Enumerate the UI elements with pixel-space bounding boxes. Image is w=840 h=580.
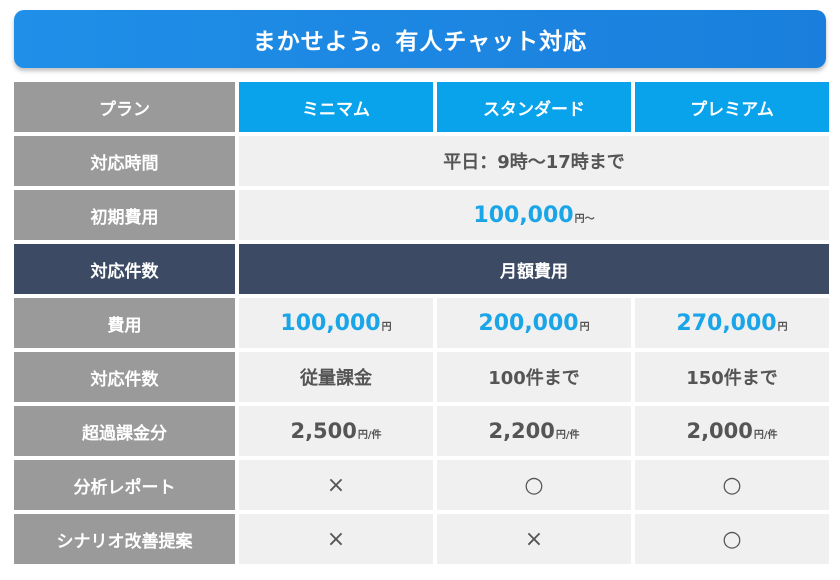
report-minimum: × — [239, 460, 433, 510]
monthly-fee-heading: 月額費用 — [239, 244, 829, 294]
table-row: 分析レポート × ○ ○ — [14, 460, 829, 510]
table-row: シナリオ改善提案 × × ○ — [14, 514, 829, 564]
cross-mark-icon: × — [524, 526, 544, 552]
fee-unit: 円 — [381, 321, 392, 333]
initial-fee-label: 初期費用 — [14, 190, 235, 240]
circle-mark-icon: ○ — [524, 472, 544, 498]
table-row: 超過課金分 2,500円/件 2,200円/件 2,000円/件 — [14, 406, 829, 456]
fee-minimum: 100,000円 — [239, 298, 433, 348]
overage-amount: 2,500 — [290, 419, 357, 443]
fee-amount: 200,000 — [478, 310, 579, 336]
fee-standard: 200,000円 — [437, 298, 631, 348]
report-label: 分析レポート — [14, 460, 235, 510]
fee-unit: 円 — [777, 321, 788, 333]
scenario-minimum: × — [239, 514, 433, 564]
count-standard: 100件まで — [437, 352, 631, 402]
fee-premium: 270,000円 — [635, 298, 829, 348]
circle-mark-icon: ○ — [722, 526, 742, 552]
hours-value: 平日：9時〜17時まで — [239, 136, 829, 186]
cross-mark-icon: × — [326, 472, 346, 498]
plan-minimum-header: ミニマム — [239, 82, 433, 132]
table-row: 対応件数 従量課金 100件まで 150件まで — [14, 352, 829, 402]
overage-unit: 円/件 — [357, 430, 382, 441]
plan-premium-header: プレミアム — [635, 82, 829, 132]
scenario-standard: × — [437, 514, 631, 564]
fee-unit: 円 — [579, 321, 590, 333]
overage-minimum: 2,500円/件 — [239, 406, 433, 456]
overage-amount: 2,000 — [686, 419, 753, 443]
page-title-banner: まかせよう。有人チャット対応 — [14, 10, 826, 68]
initial-fee-unit: 円〜 — [574, 213, 595, 225]
overage-unit: 円/件 — [753, 430, 778, 441]
initial-fee-value: 100,000円〜 — [239, 190, 829, 240]
report-premium: ○ — [635, 460, 829, 510]
initial-fee-amount: 100,000 — [473, 202, 574, 228]
plan-row-label: プラン — [14, 82, 235, 132]
section-header-row: 対応件数 月額費用 — [14, 244, 829, 294]
overage-amount: 2,200 — [488, 419, 555, 443]
overage-label: 超過課金分 — [14, 406, 235, 456]
cross-mark-icon: × — [326, 526, 346, 552]
hours-label: 対応時間 — [14, 136, 235, 186]
overage-unit: 円/件 — [555, 430, 580, 441]
count-premium: 150件まで — [635, 352, 829, 402]
section-label: 対応件数 — [14, 244, 235, 294]
table-row: 初期費用 100,000円〜 — [14, 190, 829, 240]
fee-amount: 100,000 — [280, 310, 381, 336]
overage-premium: 2,000円/件 — [635, 406, 829, 456]
page-title: まかせよう。有人チャット対応 — [252, 29, 588, 55]
fee-label: 費用 — [14, 298, 235, 348]
table-row: 費用 100,000円 200,000円 270,000円 — [14, 298, 829, 348]
count-minimum: 従量課金 — [239, 352, 433, 402]
count-label: 対応件数 — [14, 352, 235, 402]
scenario-label: シナリオ改善提案 — [14, 514, 235, 564]
scenario-premium: ○ — [635, 514, 829, 564]
plan-header-row: プラン ミニマム スタンダード プレミアム — [14, 82, 829, 132]
pricing-table: プラン ミニマム スタンダード プレミアム 対応時間 平日：9時〜17時まで 初… — [10, 78, 833, 568]
plan-standard-header: スタンダード — [437, 82, 631, 132]
fee-amount: 270,000 — [676, 310, 777, 336]
circle-mark-icon: ○ — [722, 472, 742, 498]
report-standard: ○ — [437, 460, 631, 510]
overage-standard: 2,200円/件 — [437, 406, 631, 456]
table-row: 対応時間 平日：9時〜17時まで — [14, 136, 829, 186]
